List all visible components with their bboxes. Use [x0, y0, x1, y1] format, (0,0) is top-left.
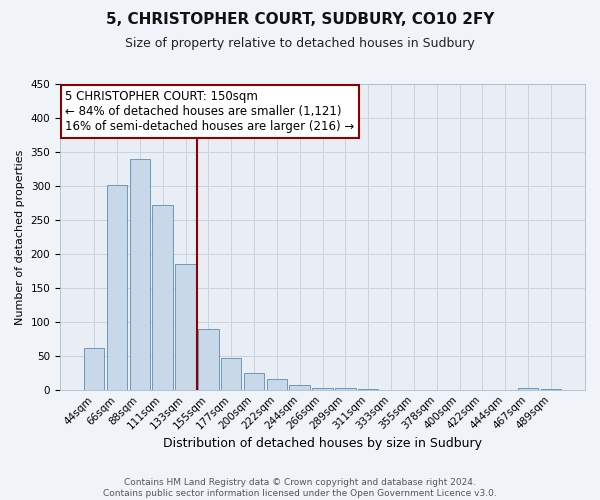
Bar	[107, 185, 127, 390]
Bar	[221, 358, 241, 390]
Text: Size of property relative to detached houses in Sudbury: Size of property relative to detached ho…	[125, 38, 475, 51]
Bar	[335, 388, 356, 390]
Bar	[152, 205, 173, 390]
Text: Contains HM Land Registry data © Crown copyright and database right 2024.
Contai: Contains HM Land Registry data © Crown c…	[103, 478, 497, 498]
Bar	[266, 379, 287, 390]
Bar	[130, 158, 150, 390]
Bar	[541, 389, 561, 390]
Bar	[312, 388, 333, 390]
Text: 5 CHRISTOPHER COURT: 150sqm
← 84% of detached houses are smaller (1,121)
16% of : 5 CHRISTOPHER COURT: 150sqm ← 84% of det…	[65, 90, 355, 133]
Bar	[244, 374, 264, 390]
Bar	[84, 348, 104, 390]
Bar	[198, 328, 218, 390]
X-axis label: Distribution of detached houses by size in Sudbury: Distribution of detached houses by size …	[163, 437, 482, 450]
Bar	[518, 388, 538, 390]
Bar	[358, 389, 379, 390]
Bar	[175, 264, 196, 390]
Y-axis label: Number of detached properties: Number of detached properties	[15, 149, 25, 324]
Bar	[289, 385, 310, 390]
Text: 5, CHRISTOPHER COURT, SUDBURY, CO10 2FY: 5, CHRISTOPHER COURT, SUDBURY, CO10 2FY	[106, 12, 494, 28]
